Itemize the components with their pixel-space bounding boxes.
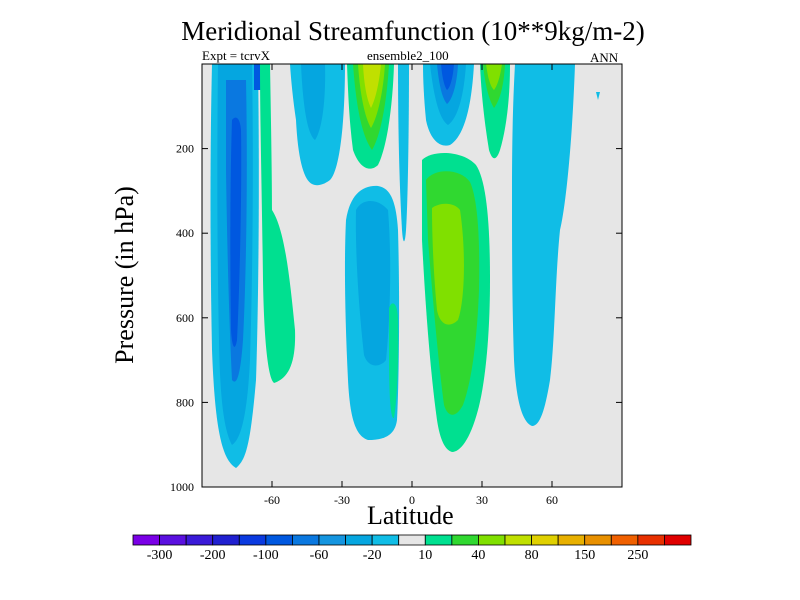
colorbar: -300 -200 -100 -60 -20 10 40 80 150 250	[132, 534, 692, 563]
contour-southern-top-strip	[254, 64, 262, 90]
colorbar-label: -300	[147, 548, 173, 563]
colorbar-label: 80	[525, 548, 539, 563]
contour-northern-upper-positive-core	[486, 64, 502, 90]
y-axis-ticks: 200 400 600 800 1000	[170, 142, 622, 494]
colorbar-label: -100	[253, 548, 279, 563]
colorbar-swatch	[265, 534, 293, 546]
experiment-label: Expt = tcrvX	[202, 48, 270, 63]
x-tick-label: 30	[476, 493, 488, 507]
colorbar-swatch	[212, 534, 240, 546]
colorbar-swatch	[159, 534, 187, 546]
contour-northern-upper-negative-peak	[441, 64, 454, 90]
x-axis-ticks: -60 -30 0 30 60	[264, 64, 558, 507]
colorbar-label: 40	[471, 548, 485, 563]
contour-southern-upper-positive-peak	[363, 64, 381, 108]
colorbar-swatch	[531, 534, 559, 546]
y-tick-label: 800	[176, 395, 194, 409]
contour-fills	[210, 64, 600, 468]
x-tick-label: 0	[409, 493, 415, 507]
colorbar-swatch	[371, 534, 400, 546]
colorbar-swatch	[664, 534, 692, 546]
contour-arctic-spot	[596, 92, 600, 100]
contour-equatorial-lower-positive	[389, 303, 399, 419]
x-tick-label: -60	[264, 493, 280, 507]
ensemble-label: ensemble2_100	[367, 48, 449, 63]
contour-northern-ferrel-negative	[512, 64, 575, 426]
colorbar-label: -200	[200, 548, 226, 563]
colorbar-swatch	[238, 534, 267, 546]
colorbar-swatch	[185, 534, 214, 546]
colorbar-swatch	[557, 534, 586, 546]
x-tick-label: 60	[546, 493, 558, 507]
contour-southern-hadley-peak	[230, 117, 242, 347]
colorbar-swatch	[345, 534, 373, 546]
contour-southern-ferrel	[260, 64, 296, 383]
colorbar-swatch	[132, 534, 160, 546]
colorbar-label: 150	[574, 548, 595, 563]
colorbar-label: 10	[418, 548, 432, 563]
y-tick-label: 200	[176, 142, 194, 156]
contour-northern-hadley-core	[432, 203, 464, 325]
colorbar-swatch	[318, 534, 346, 546]
colorbar-label: -60	[310, 548, 329, 563]
colorbar-swatch	[292, 534, 320, 546]
y-tick-label: 1000	[170, 480, 194, 494]
x-axis-label: Latitude	[367, 501, 454, 530]
colorbar-swatch	[398, 534, 426, 546]
colorbar-swatch	[610, 534, 639, 546]
contour-southern-mid-negative-inner	[301, 64, 326, 140]
colorbar-swatch	[451, 534, 479, 546]
colorbar-swatch	[478, 534, 506, 546]
colorbar-label: 250	[627, 548, 648, 563]
colorbar-label: -20	[363, 548, 382, 563]
colorbar-swatch	[504, 534, 532, 546]
chart-title: Meridional Streamfunction (10**9kg/m-2)	[181, 16, 645, 46]
y-tick-label: 400	[176, 226, 194, 240]
x-tick-label: -30	[334, 493, 350, 507]
colorbar-swatch	[637, 534, 665, 546]
y-tick-label: 600	[176, 311, 194, 325]
contour-equatorial-negative	[398, 64, 409, 242]
contour-southern-lower-negative-inner	[355, 201, 391, 366]
season-label: ANN	[590, 50, 619, 65]
colorbar-swatch	[584, 534, 612, 546]
colorbar-swatch	[424, 534, 453, 546]
